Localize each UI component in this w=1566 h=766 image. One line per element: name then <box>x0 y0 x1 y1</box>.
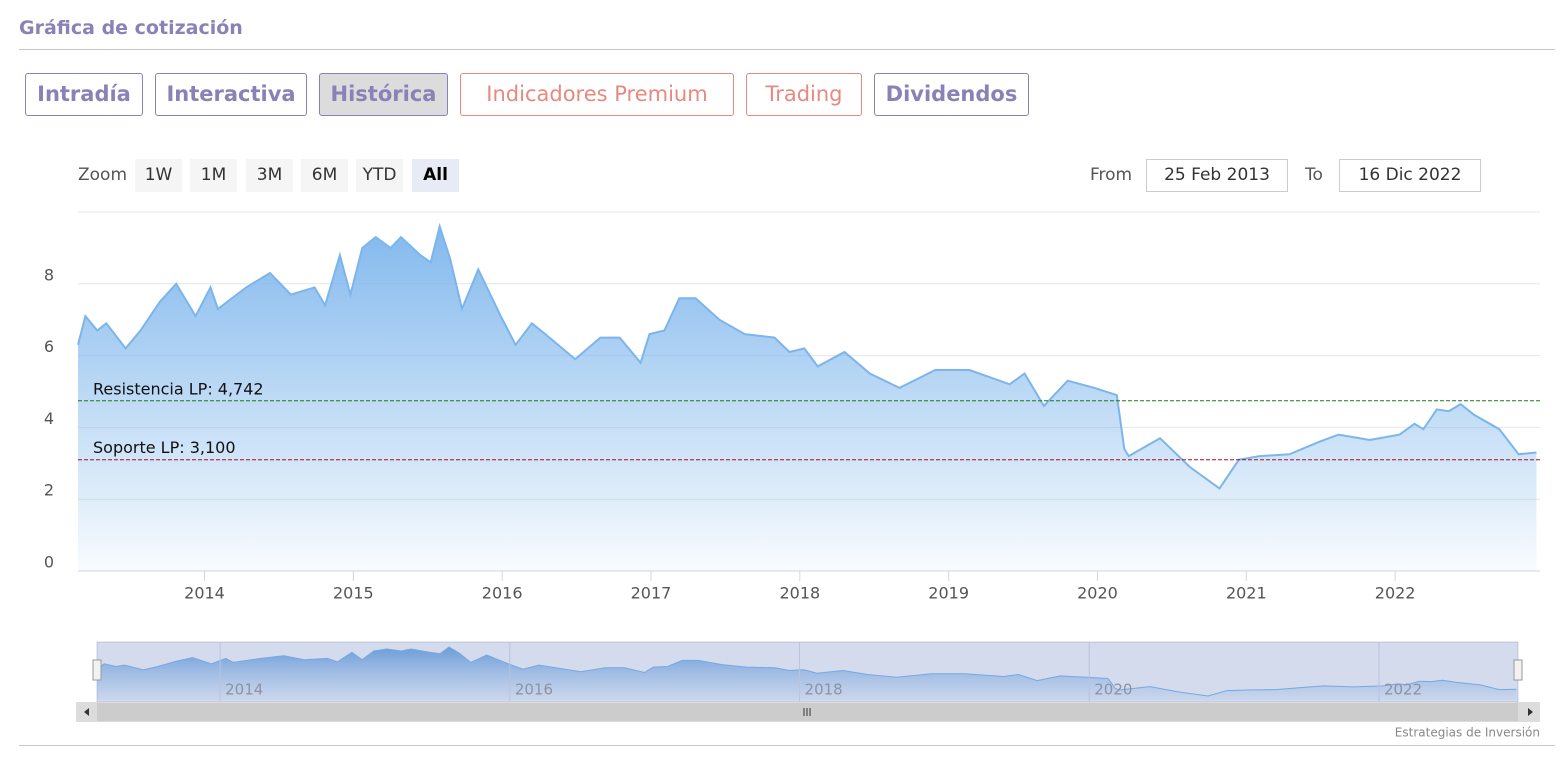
x-tick-label: 2016 <box>482 584 523 603</box>
navigator-label: 2016 <box>515 681 553 699</box>
scroll-left[interactable] <box>84 708 89 716</box>
zoom-label: Zoom <box>78 165 128 185</box>
tab[interactable]: Dividendos <box>874 73 1029 116</box>
tab[interactable]: Trading <box>746 73 862 116</box>
divider <box>19 49 1555 50</box>
area-fill <box>78 226 1537 571</box>
section-title: Gráfica de cotización <box>19 17 243 39</box>
area-fill <box>97 647 1517 700</box>
tab[interactable]: Interactiva <box>155 73 307 116</box>
zoom-button[interactable]: 6M <box>301 159 348 192</box>
plot-line-label: Resistencia LP: 4,742 <box>93 379 264 398</box>
x-tick-label: 2014 <box>184 584 225 603</box>
x-tick-label: 2017 <box>631 584 672 603</box>
scrollbar[interactable] <box>76 702 1540 722</box>
tab[interactable]: Intradía <box>25 73 143 116</box>
x-tick-label: 2021 <box>1226 584 1267 603</box>
credit: Estrategias de Inversión <box>1395 726 1540 740</box>
x-tick-label: 2020 <box>1077 584 1118 603</box>
zoom-button[interactable]: 3M <box>246 159 293 192</box>
to-label: To <box>1305 165 1323 185</box>
x-tick-label: 2019 <box>928 584 969 603</box>
navigator-label: 2022 <box>1384 681 1422 699</box>
tab[interactable]: Histórica <box>319 73 448 116</box>
y-tick-label: 4 <box>44 409 54 428</box>
price-line <box>96 646 1517 697</box>
from-label: From <box>1090 165 1133 185</box>
divider <box>19 745 1555 746</box>
x-tick-label: 2015 <box>333 584 374 603</box>
y-tick-label: 2 <box>44 481 54 500</box>
navigator-handle[interactable] <box>1513 659 1523 681</box>
navigator-handle[interactable] <box>92 659 102 681</box>
tab[interactable]: Indicadores Premium <box>460 73 734 116</box>
y-tick-label: 8 <box>44 265 54 284</box>
navigator-mask <box>97 642 1518 702</box>
zoom-button[interactable]: 1W <box>135 159 182 192</box>
scroll-right[interactable] <box>1528 708 1533 716</box>
date-input[interactable]: 25 Feb 2013 <box>1146 159 1288 192</box>
x-tick-label: 2022 <box>1375 584 1416 603</box>
navigator-label: 2014 <box>225 681 263 699</box>
y-tick-label: 6 <box>44 337 54 356</box>
x-tick-label: 2018 <box>779 584 820 603</box>
grip <box>803 708 811 716</box>
navigator-label: 2018 <box>805 681 843 699</box>
y-tick-label: 0 <box>44 553 54 572</box>
plot-line-label: Soporte LP: 3,100 <box>93 438 236 457</box>
zoom-button[interactable]: 1M <box>190 159 237 192</box>
scrollbar-thumb[interactable] <box>97 703 1518 721</box>
zoom-button[interactable]: YTD <box>356 159 403 192</box>
navigator-frame <box>96 641 1519 703</box>
price-line <box>77 222 1537 490</box>
zoom-button[interactable]: All <box>412 159 459 192</box>
navigator-label: 2020 <box>1094 681 1132 699</box>
date-input[interactable]: 16 Dic 2022 <box>1339 159 1481 192</box>
